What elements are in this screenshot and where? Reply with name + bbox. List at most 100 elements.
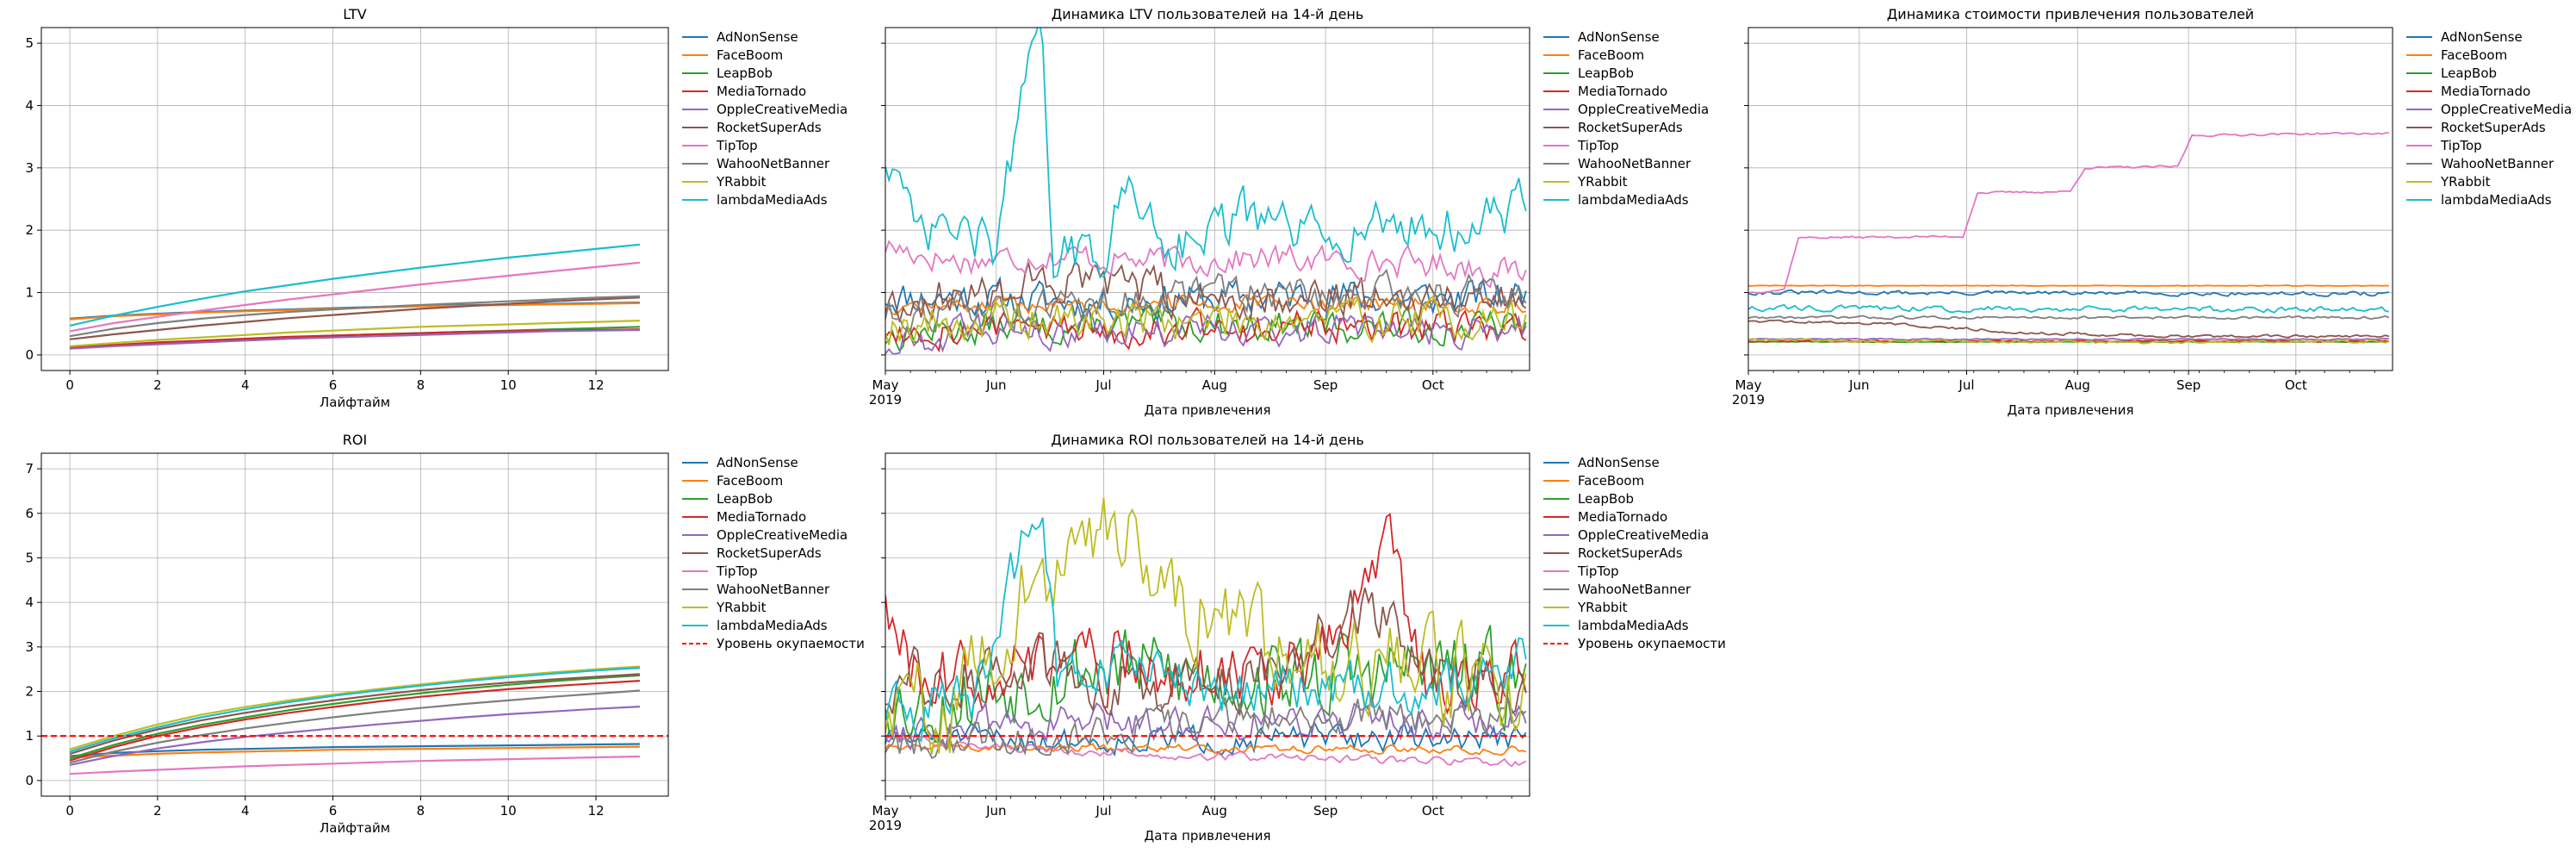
series-line-tiptop [1748,131,2389,294]
x-tick-label: 10 [500,377,517,393]
chart-title: Динамика стоимости привлечения пользоват… [1887,6,2254,22]
y-tick-label: 1 [25,728,34,744]
series-line-yrabbit [69,665,640,750]
series-line-opplecreativemedia [70,328,640,350]
legend-label: LeapBob [1578,65,1634,81]
x-tick-label: May [1735,377,1761,393]
x-tick-label: 0 [65,803,74,819]
series-line-lambdamediaads [69,667,640,753]
legend-label: WahooNetBanner [1578,582,1691,597]
chart-cac-dyn: Динамика стоимости привлечения пользоват… [1732,6,2572,418]
legend-label: RocketSuperAds [717,120,822,135]
legend-label: WahooNetBanner [717,156,830,171]
legend-label: AdNonSense [717,455,798,470]
x-tick-label: Sep [1313,803,1338,819]
series-line-rocketsuperads [885,259,1527,324]
x-tick-label: Sep [1313,377,1338,393]
series-line-opplecreativemedia [69,706,640,766]
legend-label: RocketSuperAds [2441,120,2546,135]
x-tick-label: 6 [329,803,338,819]
plot-area [885,28,1527,355]
legend-label: TipTop [1577,138,1619,153]
y-tick-label: 4 [25,97,34,113]
axes-frame [885,452,1530,797]
legend-label: YRabbit [1577,174,1628,190]
chart-title: LTV [343,6,366,22]
legend-label: lambdaMediaAds [717,618,828,633]
legend-label: AdNonSense [1578,29,1660,45]
y-tick-label: 0 [25,347,34,363]
legend-label: FaceBoom [2441,47,2507,63]
series-line-rocketsuperads [1748,319,2390,339]
x-tick-label: Oct [2285,377,2307,393]
series-line-adnonsense [70,743,640,757]
axes-frame [40,452,669,797]
series-line-adnonsense [1748,289,2389,297]
x-tick-label: 2019 [869,392,902,408]
series-line-lambdamediaads [1748,303,2389,314]
series-line-tiptop [885,733,1527,768]
x-tick-label: Oct [1422,803,1444,819]
chart-roi-dyn: Динамика ROI пользователей на 14-й день M… [869,432,1726,844]
legend: AdNonSense FaceBoom LeapBob MediaTornado Opp… [2406,29,2572,208]
legend-label: OppleCreativeMedia [1578,527,1709,543]
x-tick-label: Jun [985,377,1006,393]
legend-label: LeapBob [1578,491,1634,507]
x-tick-label: Aug [1202,803,1227,819]
legend-label: TipTop [1577,563,1619,579]
legend-label: AdNonSense [1578,455,1660,470]
series-line-lambdamediaads [885,517,1527,743]
plot-area [41,665,668,775]
series-line-yrabbit [70,320,640,347]
legend: AdNonSense FaceBoom LeapBob MediaTornado Opp… [1543,29,1709,208]
series-line-adnonsense [885,276,1527,324]
plot-area [69,243,641,350]
x-tick-label: Oct [1422,377,1444,393]
y-tick-label: 5 [25,35,34,51]
x-tick-label: Jul [1095,803,1111,819]
legend-label: MediaTornado [2441,84,2530,99]
legend: AdNonSense FaceBoom LeapBob MediaTornado Opp… [682,29,847,208]
series-line-faceboom [1748,284,2389,287]
legend-label: WahooNetBanner [2441,156,2554,171]
legend-label: FaceBoom [1578,473,1644,489]
x-tick-label: May [872,377,898,393]
legend-label: RocketSuperAds [1578,120,1683,135]
legend-label: TipTop [2440,138,2482,153]
chart-ltv-dyn: Динамика LTV пользователей на 14-й день M… [869,6,1709,418]
series-line-faceboom [70,745,640,759]
series-line-leapbob [69,674,640,760]
series-line-yrabbit [1748,338,2390,345]
x-tick-label: Aug [2065,377,2090,393]
legend-label: LeapBob [717,65,773,81]
chart-title: Динамика LTV пользователей на 14-й день [1052,6,1364,22]
x-tick-label: 6 [329,377,338,393]
legend-label: RocketSuperAds [1578,545,1683,561]
x-axis-label: Лайфтайм [320,820,390,836]
x-tick-label: 0 [65,377,74,393]
chart-title: Динамика ROI пользователей на 14-й день [1051,432,1364,448]
series-line-mediatornado [69,680,640,762]
legend-label: LeapBob [2441,65,2497,81]
y-tick-label: 2 [25,222,34,238]
y-tick-label: 3 [25,639,34,655]
legend-label: TipTop [716,138,758,153]
y-tick-label: 6 [25,506,34,521]
legend-label: MediaTornado [1578,84,1667,99]
y-tick-label: 4 [25,595,34,610]
y-tick-label: 7 [25,461,34,476]
legend-label: YRabbit [1577,600,1628,615]
legend-label: YRabbit [716,600,767,615]
legend-label: RocketSuperAds [717,545,822,561]
legend-label: MediaTornado [717,84,806,99]
y-tick-label: 2 [25,684,34,700]
y-tick-label: 5 [25,550,34,565]
series-line-lambdamediaads [69,243,641,327]
series-line-lambdamediaads [885,28,1527,279]
chart-title: ROI [343,432,367,448]
legend: AdNonSense FaceBoom LeapBob MediaTornado Opp… [682,455,865,651]
legend: AdNonSense FaceBoom LeapBob MediaTornado Opp… [1543,455,1726,651]
x-tick-label: 8 [417,803,425,819]
